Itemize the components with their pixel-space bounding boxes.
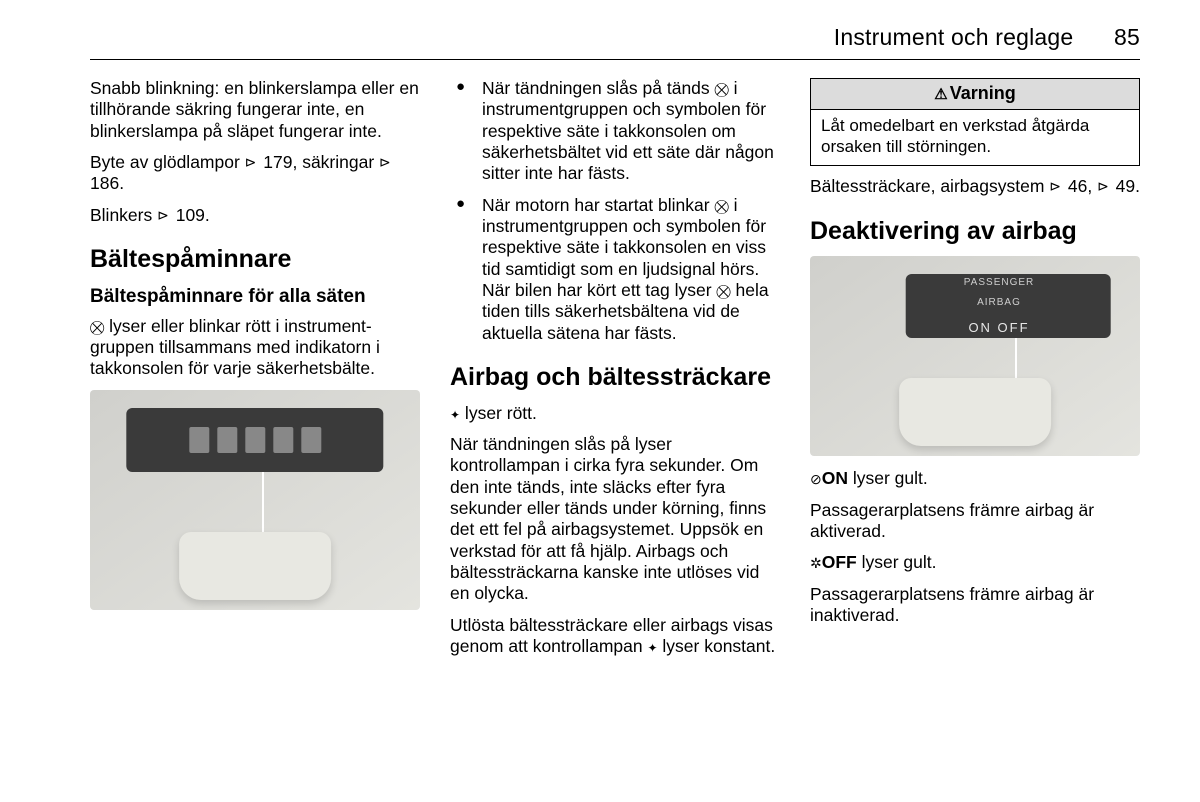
airbag-console-image: PASSENGER AIRBAG ON OFF — [810, 256, 1140, 456]
bullet-list: När tändningen slås på tänds i instrumen… — [450, 78, 780, 344]
para-off-yellow: OFF lyser gult. — [810, 552, 1140, 573]
para-airbag-ignition: När tändningen slås på lyser kontrollamp… — [450, 434, 780, 605]
para-airbag-inactive: Passagerarplatsens främre airbag är inak… — [810, 584, 1140, 627]
para-airbag-triggered: Utlösta bältessträckare eller airbags vi… — [450, 615, 780, 658]
para-airbag-red: lyser rött. — [450, 403, 780, 424]
seatbelt-icon — [90, 316, 104, 336]
section-title: Instrument och reglage — [834, 24, 1074, 50]
seatbelt-icon — [715, 78, 729, 98]
list-item: När motorn har startat blinkar i instrum… — [450, 195, 780, 344]
warning-box: Varning Låt omedelbart en verkstad åtgär… — [810, 78, 1140, 166]
seatbelt-icon — [716, 280, 730, 300]
heading-airbag-pretensioner: Airbag och bältessträckare — [450, 362, 780, 393]
content-columns: Snabb blinkning: en blinkerslampa eller … — [90, 78, 1140, 667]
para-blink: Snabb blinkning: en blinkerslampa eller … — [90, 78, 420, 142]
airbag-display-icon: PASSENGER AIRBAG ON OFF — [906, 274, 1111, 338]
heading-seatbelt-reminder: Bältespåminnare — [90, 244, 420, 275]
warning-triangle-icon — [934, 83, 949, 103]
link-icon — [1049, 176, 1063, 196]
para-on-yellow: ON lyser gult. — [810, 468, 1140, 489]
heading-airbag-deactivate: Deaktivering av airbag — [810, 216, 1140, 247]
column-3: Varning Låt omedelbart en verkstad åtgär… — [810, 78, 1140, 667]
warning-title: Varning — [811, 79, 1139, 110]
para-seatbelt-red: lyser eller blinkar rött i instrument­gr… — [90, 316, 420, 380]
column-1: Snabb blinkning: en blinkerslampa eller … — [90, 78, 420, 667]
para-airbag-active: Passagerarplatsens främre airbag är akti… — [810, 500, 1140, 543]
seatbelt-console-image — [90, 390, 420, 610]
link-icon — [157, 205, 171, 225]
page-header: Instrument och reglage 85 — [90, 24, 1140, 60]
subheading-all-seats: Bältespåminnare för alla säten — [90, 285, 420, 308]
link-icon — [379, 152, 393, 172]
para-blinkers: Blinkers 109. — [90, 205, 420, 226]
seatbelt-icon — [714, 195, 728, 215]
airbag-off-icon — [810, 552, 822, 572]
para-pretensioner-link: Bältessträckare, airbagsystem 46, 49. — [810, 176, 1140, 197]
column-2: När tändningen slås på tänds i instrumen… — [450, 78, 780, 667]
airbag-on-icon — [810, 468, 822, 488]
list-item: När tändningen slås på tänds i instrumen… — [450, 78, 780, 185]
para-bulbs: Byte av glödlampor 179, säkringar 186. — [90, 152, 420, 195]
link-icon — [1097, 176, 1111, 196]
link-icon — [245, 152, 259, 172]
airbag-icon — [450, 403, 460, 423]
airbag-icon — [647, 636, 657, 656]
page-number: 85 — [1114, 24, 1140, 51]
warning-body: Låt omedelbart en verkstad åtgärda orsak… — [811, 110, 1139, 165]
seatbelt-display-icon — [126, 408, 383, 472]
